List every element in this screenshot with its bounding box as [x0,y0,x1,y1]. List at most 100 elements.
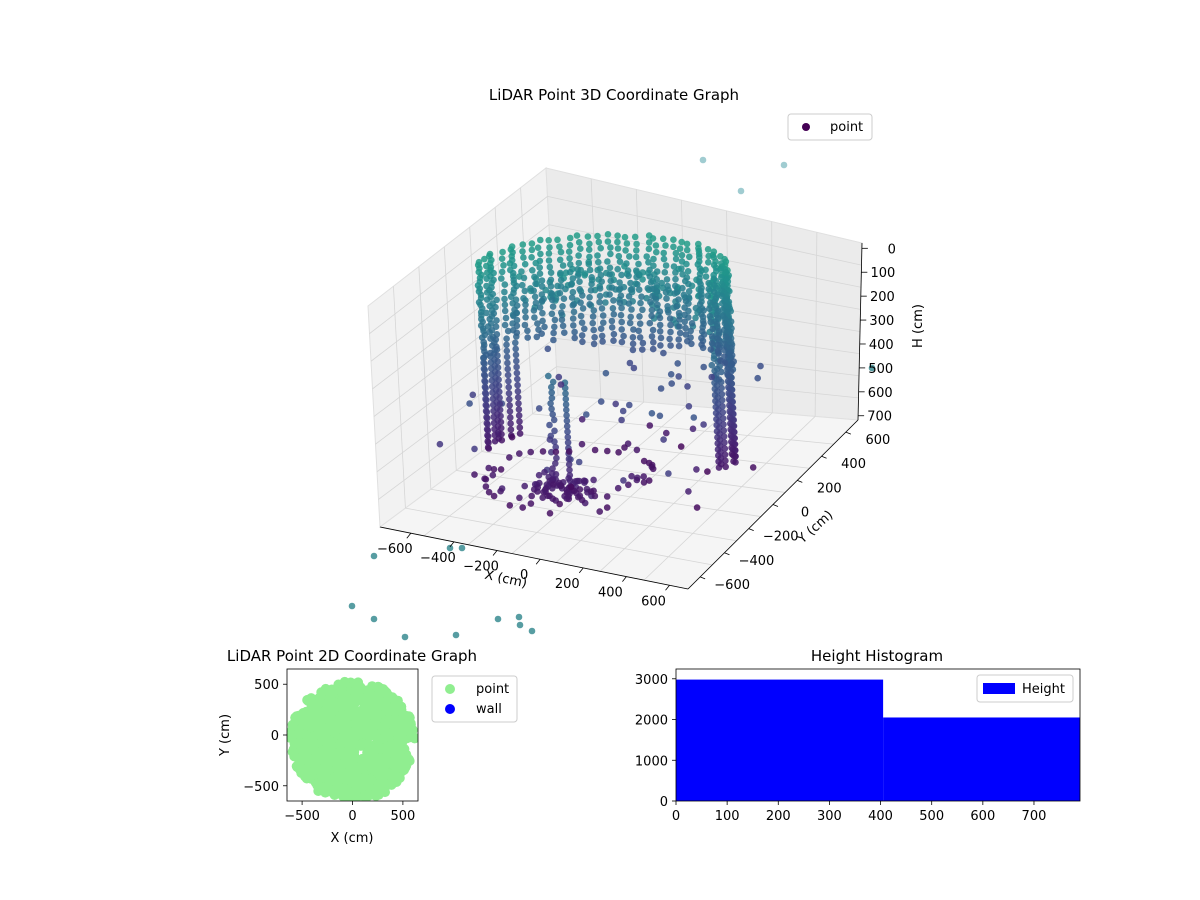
point-marker-3d [689,425,697,433]
point-marker-3d [549,465,556,472]
point-marker-3d [673,303,680,310]
point-marker-3d [629,346,637,354]
point-marker-3d [720,421,727,428]
point-marker-3d [532,299,540,307]
point-marker-3d [724,365,731,373]
chart-2d-ylabel: Y (cm) [218,714,233,757]
x-tick-mark-3d [449,541,455,548]
point-marker-2d [367,748,378,759]
point-marker-3d [629,340,637,348]
point-marker-3d [586,266,594,274]
outlier-point-3d [737,187,745,195]
point-marker-3d [586,301,593,308]
point-marker-3d [622,247,629,254]
point-marker-2d [394,743,404,754]
point-marker-3d [649,326,657,334]
point-marker-3d [680,291,688,299]
point-marker-3d [710,261,718,269]
point-marker-3d [507,420,514,427]
point-marker-3d [670,236,677,243]
point-marker-3d [516,494,523,502]
point-marker-3d [503,341,510,349]
point-marker-3d [610,311,618,318]
point-marker-3d [537,250,544,258]
point-marker-3d [627,279,634,287]
point-marker-3d [575,252,582,259]
point-marker-3d [698,294,705,302]
y-tick-label-3d: 0 [801,506,809,521]
point-marker-3d [708,333,716,340]
point-marker-3d [639,346,646,353]
point-marker-2d [334,782,345,793]
point-marker-2d [319,782,330,793]
point-marker-3d [558,316,566,324]
point-marker-3d [603,493,611,500]
point-marker-3d [482,390,490,398]
point-marker-3d [659,235,667,243]
point-marker-3d [662,262,670,269]
point-marker-3d [531,293,539,301]
point-marker-3d [700,320,707,328]
point-marker-3d [512,345,519,353]
y-tick-label-3d: −200 [763,530,799,545]
point-marker-3d [670,263,678,270]
point-marker-2d [326,740,337,751]
point-marker-3d [575,458,583,466]
point-marker-3d [664,303,671,310]
x-tick-label-3d: 400 [598,586,623,601]
point-marker-3d [548,394,556,402]
point-marker-3d [705,279,712,287]
point-marker-3d [676,245,684,252]
grid-line-z-left [369,196,548,334]
point-marker-3d [718,274,725,281]
point-marker-3d [566,466,573,474]
point-marker-3d [718,396,726,404]
point-marker-3d [683,240,691,248]
point-marker-3d [521,307,529,315]
point-marker-3d [516,424,524,431]
point-marker-3d [597,325,605,333]
point-marker-3d [496,388,503,396]
outlier-point-3d [446,544,454,552]
point-marker-3d [436,440,444,448]
point-marker-3d [516,418,523,425]
x-tick-mark-3d [578,567,584,574]
point-marker-3d [562,401,570,408]
point-marker-3d [645,239,653,246]
point-marker-3d [536,264,543,271]
point-marker-3d [578,319,586,327]
point-marker-3d [546,244,553,251]
point-marker-3d [665,470,672,477]
point-marker-3d [514,375,521,383]
point-marker-3d [594,232,601,240]
point-marker-3d [581,270,589,277]
point-marker-3d [502,314,510,322]
point-marker-3d [484,421,491,428]
point-marker-3d [591,334,598,341]
point-marker-3d [663,295,670,302]
grid-line-x [423,398,602,537]
point-marker-3d [608,324,616,331]
point-marker-3d [708,361,716,369]
outlier-point-3d [780,161,788,169]
point-marker-3d [699,313,707,321]
point-marker-2d [356,725,367,736]
point-marker-3d [722,268,729,276]
point-marker-3d [504,327,512,335]
point-marker-3d [481,255,488,263]
point-marker-3d [495,376,502,384]
point-marker-3d [700,421,707,428]
point-marker-2d [378,776,389,787]
point-marker-3d [618,318,625,326]
point-marker-3d [626,319,634,327]
grid-line-x [511,405,687,554]
point-marker-3d [560,295,568,303]
point-marker-3d [479,318,487,326]
point-marker-3d [539,448,547,455]
x-tick-label-3d: 600 [641,594,666,609]
point-marker-3d [547,276,555,284]
point-marker-3d [595,258,602,266]
point-marker-3d [684,268,692,275]
point-marker-3d [574,272,582,279]
point-marker-3d [728,325,735,332]
